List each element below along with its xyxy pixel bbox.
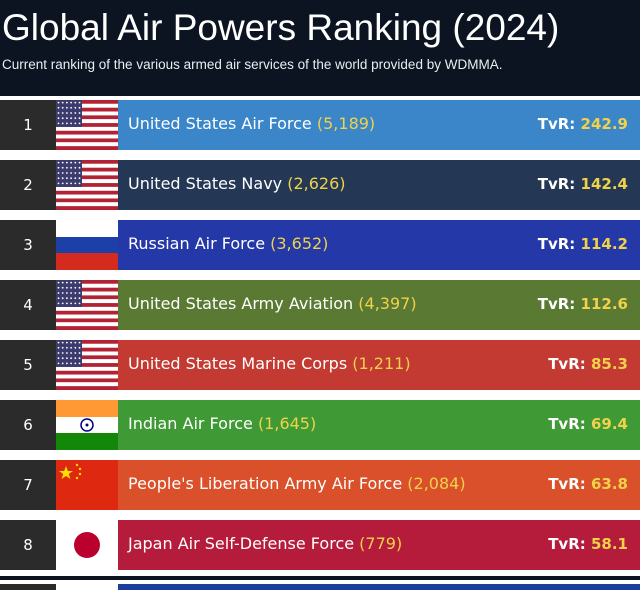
ranking-bar: United States Navy (2,626) TvR: 142.4 <box>118 160 640 210</box>
tvr-value: 85.3 <box>590 355 628 373</box>
ranking-row: 5 United States Marine Corps (1,211) TvR: … <box>0 336 640 396</box>
ranking-bar: United States Marine Corps (1,211) TvR: 8… <box>118 340 640 390</box>
aircraft-count: (2,084) <box>407 474 466 493</box>
tvr-value: 242.9 <box>580 115 628 133</box>
tvr-score: TvR: 114.2 <box>538 220 628 270</box>
rank-number: 5 <box>0 340 56 390</box>
ranking-row: 1 United States Air Force (5,189) TvR: 242… <box>0 96 640 156</box>
usa-flag-icon <box>56 340 118 390</box>
aircraft-count: (1,645) <box>257 414 317 433</box>
russia-flag-icon <box>56 220 118 270</box>
india-flag-icon <box>56 400 118 450</box>
rank-number: 2 <box>0 160 56 210</box>
air-force-label: People's Liberation Army Air Force <box>128 474 403 493</box>
air-force-name: United States Air Force (5,189) <box>128 100 375 150</box>
air-force-label: United States Navy <box>128 174 283 193</box>
air-force-label: Indian Air Force <box>128 414 253 433</box>
ranking-bar: United States Air Force (5,189) TvR: 242.… <box>118 100 640 150</box>
japan-flag-icon <box>56 520 118 570</box>
air-force-label: Japan Air Self-Defense Force <box>128 534 355 553</box>
tvr-score: TvR: 142.4 <box>538 160 628 210</box>
aircraft-count: (4,397) <box>358 294 417 313</box>
tvr-score: TvR: 63.8 <box>548 460 628 510</box>
tvr-label: TvR: <box>548 535 586 553</box>
air-force-name: United States Marine Corps (1,211) <box>128 340 411 390</box>
ranking-bar: Indian Air Force (1,645) TvR: 69.4 <box>118 400 640 450</box>
ranking-row: 2 United States Navy (2,626) TvR: 142.4 <box>0 156 640 216</box>
rank-number: 8 <box>0 520 56 570</box>
tvr-value: 114.2 <box>580 235 628 253</box>
air-force-name: Russian Air Force (3,652) <box>128 220 328 270</box>
ranking-bar: Russian Air Force (3,652) TvR: 114.2 <box>118 220 640 270</box>
partial-bar <box>118 584 640 590</box>
rank-number: 3 <box>0 220 56 270</box>
tvr-label: TvR: <box>537 235 576 253</box>
air-force-label: United States Army Aviation <box>128 294 354 313</box>
tvr-label: TvR: <box>548 355 586 373</box>
header: Global Air Powers Ranking (2024) Current… <box>0 0 640 96</box>
rank-number: 6 <box>0 400 56 450</box>
ranking-bar: United States Army Aviation (4,397) TvR: … <box>118 280 640 330</box>
air-force-name: United States Army Aviation (4,397) <box>128 280 417 330</box>
page-subtitle: Current ranking of the various armed air… <box>2 57 503 72</box>
usa-flag-icon <box>56 160 118 210</box>
partial-rank-cell <box>0 584 56 590</box>
ranking-row: 7 People's Liberation Army Air Force (2,0… <box>0 456 640 516</box>
tvr-score: TvR: 69.4 <box>548 400 628 450</box>
tvr-score: TvR: 112.6 <box>538 280 628 330</box>
partial-row <box>0 580 640 590</box>
air-force-label: United States Marine Corps <box>128 354 348 373</box>
aircraft-count: (5,189) <box>316 114 376 133</box>
usa-flag-icon <box>56 100 118 150</box>
ranking-bar: People's Liberation Army Air Force (2,08… <box>118 460 640 510</box>
air-force-name: Japan Air Self-Defense Force (779) <box>128 520 402 570</box>
aircraft-count: (779) <box>359 534 403 553</box>
ranking-row: 6 Indian Air Force (1,645) TvR: 69.4 <box>0 396 640 456</box>
ranking-row: 8 Japan Air Self-Defense Force (779) TvR: … <box>0 516 640 576</box>
aircraft-count: (1,211) <box>352 354 411 373</box>
page-title: Global Air Powers Ranking (2024) <box>2 7 560 48</box>
air-force-name: Indian Air Force (1,645) <box>128 400 316 450</box>
china-flag-icon <box>56 460 118 510</box>
tvr-value: 112.6 <box>580 295 628 313</box>
tvr-value: 69.4 <box>590 415 628 433</box>
ranking-bar: Japan Air Self-Defense Force (779) TvR: 5… <box>118 520 640 570</box>
ranking-row: 4 United States Army Aviation (4,397) TvR:… <box>0 276 640 336</box>
aircraft-count: (3,652) <box>270 234 329 253</box>
air-force-label: Russian Air Force <box>128 234 266 253</box>
ranking-row: 3 Russian Air Force (3,652) TvR: 114.2 <box>0 216 640 276</box>
rank-number: 4 <box>0 280 56 330</box>
tvr-label: TvR: <box>548 475 586 493</box>
tvr-score: TvR: 242.9 <box>538 100 628 150</box>
air-force-label: United States Air Force <box>128 114 312 133</box>
tvr-label: TvR: <box>537 295 576 313</box>
rank-number: 7 <box>0 460 56 510</box>
rank-number: 1 <box>0 100 56 150</box>
air-force-name: People's Liberation Army Air Force (2,08… <box>128 460 466 510</box>
aircraft-count: (2,626) <box>287 174 346 193</box>
usa-flag-icon <box>56 280 118 330</box>
tvr-score: TvR: 58.1 <box>548 520 628 570</box>
air-force-name: United States Navy (2,626) <box>128 160 346 210</box>
tvr-value: 142.4 <box>580 175 628 193</box>
tvr-score: TvR: 85.3 <box>548 340 628 390</box>
tvr-value: 63.8 <box>590 475 628 493</box>
tvr-value: 58.1 <box>590 535 628 553</box>
tvr-label: TvR: <box>548 415 586 433</box>
tvr-label: TvR: <box>537 115 576 133</box>
tvr-label: TvR: <box>537 175 576 193</box>
